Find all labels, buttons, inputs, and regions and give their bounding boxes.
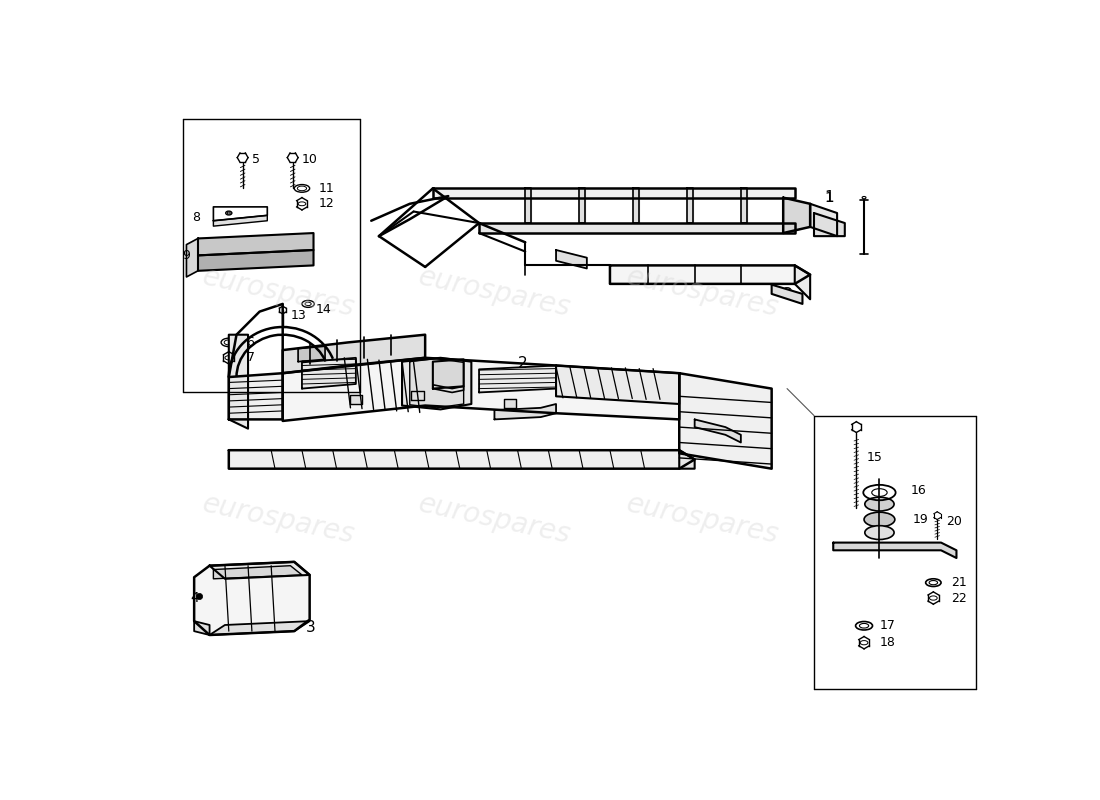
Text: 12: 12 bbox=[319, 198, 334, 210]
Polygon shape bbox=[411, 391, 424, 400]
Text: 9: 9 bbox=[183, 249, 190, 262]
Polygon shape bbox=[794, 266, 810, 299]
Polygon shape bbox=[556, 250, 587, 269]
Polygon shape bbox=[810, 204, 837, 236]
Text: 7: 7 bbox=[246, 351, 254, 364]
Polygon shape bbox=[772, 285, 803, 304]
Text: 5: 5 bbox=[252, 153, 260, 166]
Polygon shape bbox=[229, 373, 283, 419]
Polygon shape bbox=[526, 188, 531, 223]
Ellipse shape bbox=[865, 526, 894, 539]
Polygon shape bbox=[680, 450, 695, 469]
Text: 10: 10 bbox=[301, 153, 318, 166]
Text: eurospares: eurospares bbox=[416, 262, 573, 322]
Polygon shape bbox=[580, 188, 585, 223]
Polygon shape bbox=[301, 358, 356, 389]
Polygon shape bbox=[195, 562, 310, 635]
Polygon shape bbox=[403, 358, 472, 410]
Text: eurospares: eurospares bbox=[200, 490, 358, 550]
Polygon shape bbox=[504, 398, 516, 408]
Text: eurospares: eurospares bbox=[200, 262, 358, 322]
Polygon shape bbox=[834, 542, 957, 558]
Polygon shape bbox=[213, 566, 301, 578]
Text: eurospares: eurospares bbox=[624, 262, 781, 322]
Text: 18: 18 bbox=[880, 636, 895, 650]
Text: 8: 8 bbox=[192, 211, 200, 224]
Polygon shape bbox=[741, 188, 747, 223]
Polygon shape bbox=[686, 188, 693, 223]
Polygon shape bbox=[229, 334, 249, 429]
Polygon shape bbox=[695, 419, 741, 442]
Polygon shape bbox=[634, 188, 639, 223]
Polygon shape bbox=[814, 213, 845, 236]
Polygon shape bbox=[480, 223, 794, 233]
Polygon shape bbox=[783, 198, 810, 233]
Polygon shape bbox=[229, 450, 695, 469]
Text: 1: 1 bbox=[824, 190, 833, 205]
Polygon shape bbox=[556, 366, 680, 404]
Polygon shape bbox=[350, 394, 362, 404]
Text: 15: 15 bbox=[867, 451, 883, 464]
Polygon shape bbox=[433, 385, 464, 393]
Text: 20: 20 bbox=[946, 514, 962, 527]
Polygon shape bbox=[433, 188, 794, 198]
Polygon shape bbox=[609, 266, 810, 284]
Polygon shape bbox=[283, 334, 425, 373]
Polygon shape bbox=[195, 621, 209, 635]
Polygon shape bbox=[213, 215, 267, 226]
Text: 2: 2 bbox=[517, 357, 527, 371]
Text: 6: 6 bbox=[246, 336, 254, 349]
Text: eurospares: eurospares bbox=[416, 490, 573, 550]
Text: 13: 13 bbox=[290, 309, 306, 322]
Text: 4: 4 bbox=[190, 591, 199, 605]
Polygon shape bbox=[495, 404, 556, 419]
Circle shape bbox=[197, 594, 202, 599]
Text: 19: 19 bbox=[913, 513, 928, 526]
Text: 11: 11 bbox=[319, 182, 334, 195]
Text: 14: 14 bbox=[316, 302, 331, 316]
Polygon shape bbox=[433, 359, 464, 389]
Polygon shape bbox=[209, 621, 310, 635]
Polygon shape bbox=[480, 366, 556, 393]
Text: 1: 1 bbox=[824, 190, 834, 205]
Text: 3: 3 bbox=[306, 620, 316, 635]
Polygon shape bbox=[198, 250, 314, 270]
Polygon shape bbox=[680, 373, 772, 469]
Text: 22: 22 bbox=[952, 591, 967, 605]
Text: 21: 21 bbox=[952, 576, 967, 589]
Polygon shape bbox=[283, 358, 680, 421]
Polygon shape bbox=[298, 346, 326, 362]
Ellipse shape bbox=[865, 497, 894, 511]
Polygon shape bbox=[409, 358, 464, 408]
Text: 16: 16 bbox=[911, 484, 926, 497]
Polygon shape bbox=[186, 238, 198, 277]
Text: 17: 17 bbox=[880, 619, 895, 632]
Ellipse shape bbox=[865, 512, 895, 527]
Text: eurospares: eurospares bbox=[624, 490, 781, 550]
Polygon shape bbox=[209, 562, 310, 578]
Polygon shape bbox=[198, 233, 314, 255]
